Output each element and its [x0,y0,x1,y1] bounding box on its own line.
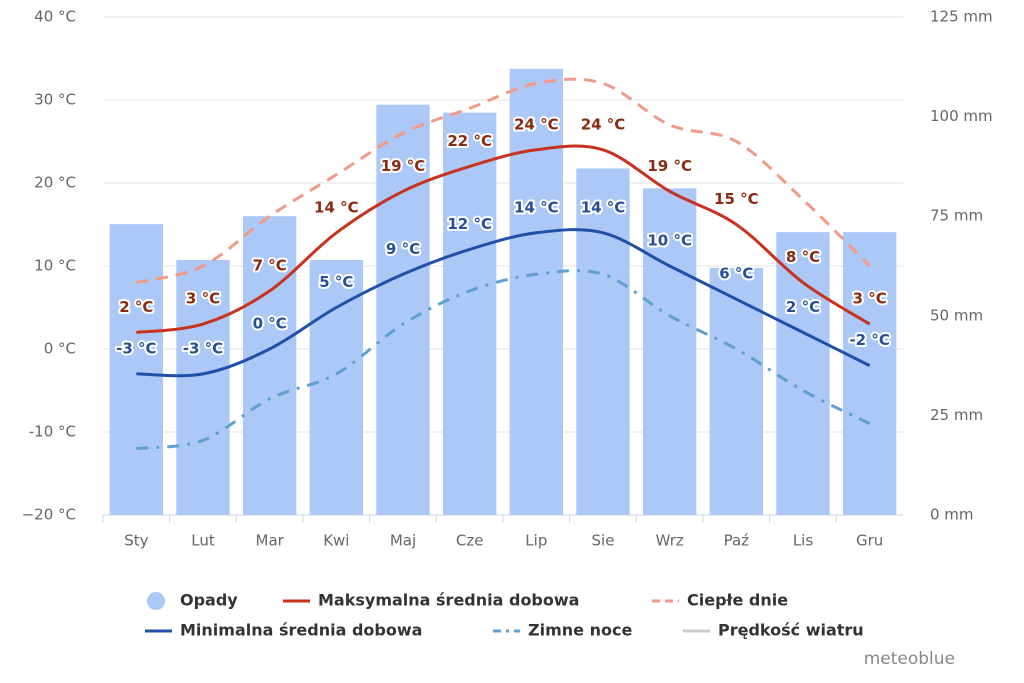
data-label: 10 °C [647,232,692,250]
x-tick-label: Paź [724,532,750,550]
legend-label: Prędkość wiatru [718,621,864,640]
y-tick-label: 20 °C [34,174,76,192]
data-label: 14 °C [581,198,626,216]
y2-tick-label: 0 mm [930,506,974,524]
legend-label: Minimalna średnia dobowa [180,621,422,640]
x-tick-label: Wrz [656,532,684,550]
y2-tick-label: 125 mm [930,8,993,26]
data-label: 0 °C [253,315,287,333]
data-label: 8 °C [786,248,820,266]
data-label: 2 °C [786,298,820,316]
data-label: 12 °C [447,215,492,233]
data-label: 14 °C [514,198,559,216]
data-label: 6 °C [719,265,753,283]
y2-tick-label: 25 mm [930,406,983,424]
labels: 2 °C 3 °C 7 °C 14 °C 19 °C 22 °C 24 °C 24 °C 19 … [114,113,892,359]
temp-line [136,228,871,378]
data-label: 3 °C [186,290,220,308]
grid [102,16,903,523]
x-tick-label: Maj [390,532,416,550]
precip-bar [243,216,297,515]
precip-bar [176,260,230,515]
precip-bar [309,260,363,515]
data-label: -2 °C [849,331,889,349]
precip-bar [509,68,563,516]
temp-line [136,269,871,451]
x-tick-label: Sty [124,532,148,550]
y2-tick-label: 50 mm [930,306,983,324]
data-label: 15 °C [714,190,759,208]
precip-bar [109,224,163,515]
data-label: 3 °C [853,290,887,308]
data-label: 19 °C [381,157,426,175]
precip-bar [776,232,830,516]
y-tick-label: −20 °C [22,506,76,524]
data-label: 14 °C [314,198,359,216]
y2-tick-label: 100 mm [930,107,993,125]
temp-line [135,77,871,285]
data-label: 24 °C [581,115,626,133]
precip-bar [843,232,897,516]
data-label: -3 °C [116,339,156,357]
precip-bar [643,188,697,515]
temp-line [136,144,871,334]
precip-bar [709,267,763,515]
y-tick-label: 10 °C [34,257,76,275]
y-tick-label: 30 °C [34,91,76,109]
bars [109,68,897,516]
precip-bar [376,104,430,515]
data-label: 24 °C [514,115,559,133]
data-label: 19 °C [647,157,692,175]
legend-label: Opady [180,591,238,610]
data-label: 5 °C [319,273,353,291]
x-tick-label: Lip [525,532,547,550]
x-tick-label: Kwi [323,532,349,550]
x-tick-label: Gru [856,532,883,550]
legend-swatch [147,592,165,610]
y-tick-label: 0 °C [44,340,76,358]
data-label: 7 °C [253,256,287,274]
data-label: 9 °C [386,240,420,258]
credit: meteoblue [864,649,955,669]
x-tick-label: Mar [256,532,285,550]
y-tick-label: -10 °C [29,423,76,441]
data-label: 22 °C [447,132,492,150]
legend-label: Zimne noce [528,621,632,640]
data-label: 2 °C [119,298,153,316]
x-tick-label: Cze [456,532,484,550]
legend-label: Maksymalna średnia dobowa [318,591,579,610]
lines [135,77,871,451]
precip-bar [576,168,630,515]
x-tick-label: Lis [793,532,814,550]
x-tick-label: Lut [191,532,215,550]
y-tick-label: 40 °C [34,8,76,26]
legend-label: Ciepłe dnie [687,591,788,610]
data-label: -3 °C [183,339,223,357]
x-tick-label: Sie [592,532,615,550]
precip-bar [443,112,497,515]
y2-tick-label: 75 mm [930,207,983,225]
